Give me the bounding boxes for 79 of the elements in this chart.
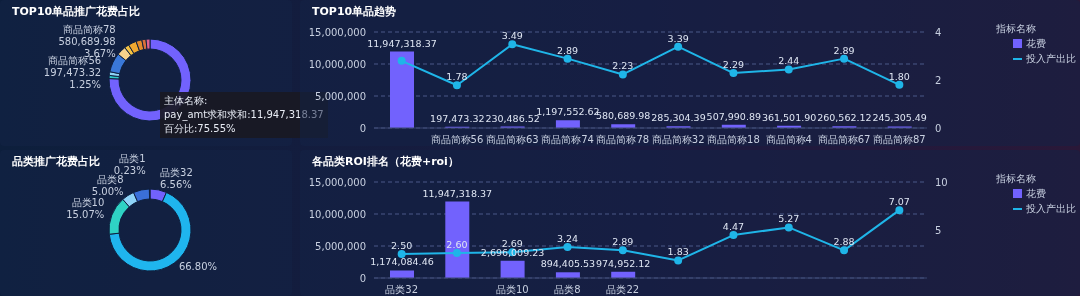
data-label: 0.23%	[113, 165, 146, 176]
data-label: 4.47	[722, 221, 745, 233]
legend-label: 花费	[1026, 37, 1046, 51]
x-tick-label: 品类22	[606, 284, 640, 296]
y-tick-label: 5,000,000	[315, 90, 366, 102]
text: pay_amt求和求和:11,947,318.37	[164, 108, 324, 122]
data-label: 197,473.32	[430, 112, 485, 124]
data-label: 2.89	[612, 236, 634, 248]
legend-title: 指标名称	[996, 22, 1036, 36]
data-label: 1,174,084.46	[370, 256, 434, 268]
text: 主体名称:	[164, 95, 208, 106]
data-label: 3.24	[556, 232, 579, 244]
slice-label: 品类8	[97, 173, 124, 185]
y-tick-label: 10,000,000	[308, 58, 366, 70]
y2-tick-label: 10	[935, 176, 948, 188]
y2-tick-label: 2	[935, 74, 942, 86]
data-label: 1.80	[888, 70, 910, 82]
data-label: 507,990.89	[706, 110, 761, 122]
slice-label: 品类32	[160, 167, 193, 179]
x-tick-label: 商品简称74	[541, 134, 594, 146]
y-tick-label: 15,000,000	[308, 26, 366, 38]
data-label: 2.50	[391, 240, 413, 251]
data-label: 2.88	[833, 236, 855, 248]
y-tick-label: 15,000,000	[308, 176, 366, 188]
data-label: 5.00%	[91, 185, 124, 197]
slice-label: 品类10	[71, 197, 105, 209]
data-label: 66.80%	[178, 260, 218, 272]
x-tick-label: 品类32	[385, 284, 419, 296]
y-tick-label: 0	[359, 272, 366, 284]
chart-title: TOP10单品推广花费占比	[12, 4, 141, 19]
data-label: 2.89	[556, 44, 579, 56]
data-label: 2.44	[778, 55, 800, 67]
slice-label: 商品简称78	[62, 24, 116, 35]
data-label: 11,947,318.37	[367, 37, 437, 49]
data-label: 3.39	[667, 32, 689, 44]
x-tick-label: 商品简称4	[765, 134, 812, 146]
data-label: 245,305.49	[872, 112, 927, 124]
data-label: 11,947,318.37	[422, 187, 493, 199]
data-label: 15.07%	[66, 209, 105, 221]
y-tick-label: 5,000,000	[315, 240, 366, 252]
legend-label: 投入产出比	[1026, 52, 1076, 66]
x-tick-label: 商品简称32	[651, 134, 705, 146]
legend-label: 花费	[1026, 187, 1046, 201]
y-tick-label: 10,000,000	[308, 208, 366, 220]
x-tick-label: 商品简称18	[707, 134, 760, 146]
data-label: 2.60	[446, 239, 468, 251]
data-label: 3.49	[501, 30, 523, 42]
x-tick-label: 商品简称78	[596, 134, 650, 146]
x-tick-label: 品类8	[554, 284, 581, 296]
x-tick-label: 品类10	[495, 284, 529, 296]
chart-title: 各品类ROI排名（花费+roi）	[312, 154, 459, 169]
data-label: 361,501.90	[761, 111, 817, 123]
chart-title: 品类推广花费占比	[12, 154, 100, 169]
data-label: 7.07	[888, 196, 910, 208]
x-tick-label: 商品简称63	[485, 134, 539, 146]
y-tick-label: 0	[359, 122, 366, 134]
x-tick-label: 商品简称56	[430, 134, 484, 146]
data-label: 2.89	[833, 44, 855, 56]
data-label: 2.23	[612, 60, 634, 72]
data-label: 197,473.32 1.25%	[43, 67, 102, 91]
slice-label: 品类1	[119, 153, 146, 164]
data-label: 285,304.39	[651, 112, 706, 124]
data-label: 974,952.12	[596, 257, 651, 269]
data-label: 1.78	[446, 71, 468, 83]
data-label: 2.29	[722, 59, 745, 71]
y2-tick-label: 5	[935, 224, 942, 236]
data-label: 894,405.53	[540, 258, 596, 270]
y2-tick-label: 0	[935, 122, 942, 134]
legend-label: 投入产出比	[1026, 202, 1076, 216]
y2-tick-label: 4	[935, 26, 942, 38]
text: 百分比:75.55%	[164, 122, 237, 136]
legend-title: 指标名称	[996, 172, 1036, 186]
x-tick-label: 商品简称67	[817, 134, 871, 146]
data-label: 1.83	[667, 246, 689, 258]
data-label: 6.56%	[160, 179, 192, 191]
x-tick-label: 商品简称87	[872, 134, 926, 146]
data-label: 5.27	[778, 213, 800, 225]
chart-title: TOP10单品趋势	[312, 4, 397, 19]
data-label: 260,562.12	[817, 112, 872, 124]
